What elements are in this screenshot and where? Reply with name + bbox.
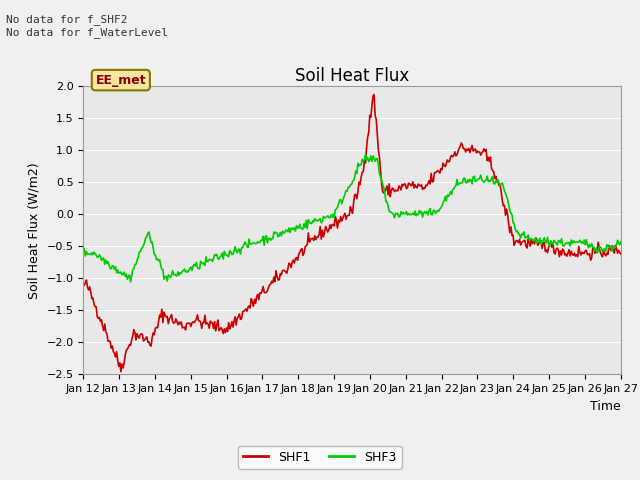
Text: No data for f_SHF2
No data for f_WaterLevel: No data for f_SHF2 No data for f_WaterLe… bbox=[6, 14, 168, 38]
Title: Soil Heat Flux: Soil Heat Flux bbox=[295, 67, 409, 85]
Legend: SHF1, SHF3: SHF1, SHF3 bbox=[238, 446, 402, 469]
X-axis label: Time: Time bbox=[590, 400, 621, 413]
Text: EE_met: EE_met bbox=[95, 73, 146, 86]
Y-axis label: Soil Heat Flux (W/m2): Soil Heat Flux (W/m2) bbox=[28, 162, 41, 299]
